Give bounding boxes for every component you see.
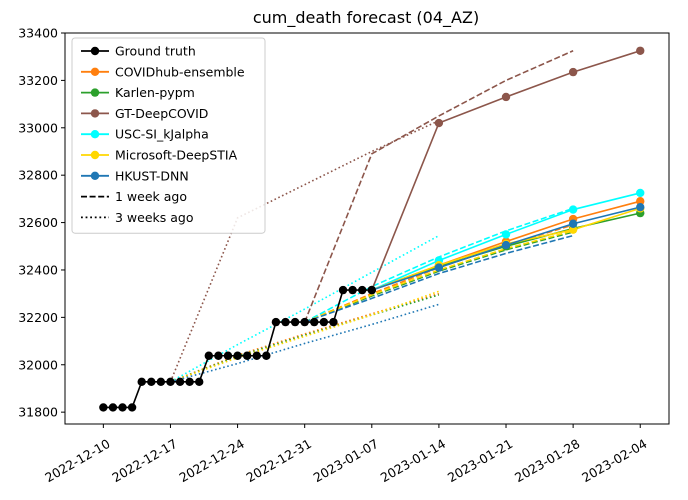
legend: Ground truth COVIDhub-ensemble Karlen-pypm… (71, 37, 266, 234)
plot-frame (64, 32, 670, 425)
legend-marker-hkust-dnn (90, 171, 100, 180)
x-tick-label: 2022-12-31 (244, 436, 314, 485)
y-axis: 31800 32000 32200 32400 32600 32800 33000 33200… (18, 26, 65, 420)
x-tick-label: 2023-01-07 (311, 436, 381, 485)
legend-label-1-week-ago: 1 week ago (115, 189, 187, 204)
ground-truth-point (262, 351, 271, 360)
ground-truth-point (329, 317, 338, 327)
legend-label-ground-truth: Ground truth (115, 44, 196, 59)
ground-truth-point (118, 403, 127, 412)
y-tick-label: 32800 (18, 168, 58, 183)
x-tick-label: 2022-12-17 (109, 436, 179, 485)
usc-si-kjalpha-point (636, 188, 645, 198)
ground-truth-point (137, 377, 146, 387)
y-tick-label: 32400 (18, 262, 58, 277)
ground-truth-point (166, 377, 175, 387)
x-tick-label: 2022-12-24 (176, 436, 246, 485)
legend-label-3-weeks-ago: 3 weeks ago (115, 210, 194, 225)
hkust-dnn-point (434, 263, 444, 272)
ground-truth-point (338, 285, 348, 295)
ground-truth-point (281, 317, 290, 327)
ground-truth-point (367, 285, 376, 295)
microsoft-deepstia-3-weeks-ago-line (170, 290, 440, 383)
x-tick-label: 2023-01-28 (512, 436, 582, 485)
legend-label-hkust-dnn: HKUST-DNN (115, 168, 189, 183)
legend-label-gt-deepcovid: GT-DeepCOVID (115, 106, 208, 121)
ground-truth-point (310, 317, 319, 327)
covidhub-ensemble-point (636, 197, 645, 206)
hkust-dnn-point (501, 240, 511, 250)
legend-label-karlen-pypm: Karlen-pypm (115, 85, 195, 100)
ground-truth-point (99, 403, 108, 412)
legend-label-microsoft-deepstia: Microsoft-DeepSTIA (115, 148, 238, 163)
ground-truth-point (185, 377, 194, 387)
ground-truth-point (195, 377, 204, 387)
y-tick-label: 32200 (18, 310, 58, 325)
ground-truth-point (290, 317, 300, 327)
ground-truth-point (223, 351, 233, 360)
ground-truth-point (252, 351, 261, 360)
ground-truth-point (147, 377, 156, 387)
y-tick-label: 33200 (18, 73, 58, 88)
legend-label-covidhub-ensemble: COVIDhub-ensemble (115, 64, 245, 79)
x-tick-label: 2023-02-04 (579, 436, 649, 485)
ground-truth-point (156, 377, 166, 387)
hkust-dnn-1-week-ago-line (304, 234, 574, 323)
legend-label-usc-si-kjalpha: USC-SI_kJalpha (115, 127, 209, 142)
ground-truth-point (319, 317, 329, 327)
hkust-dnn-3-weeks-ago-line (170, 303, 440, 383)
microsoft-deepstia-point (568, 225, 578, 234)
ground-truth-point (300, 317, 309, 327)
legend-marker-usc-si-kjalpha (90, 130, 100, 139)
gt-deepcovid-point (568, 67, 578, 77)
gt-deepcovid-1-week-ago-line (303, 50, 574, 323)
ground-truth-point (214, 351, 223, 360)
ground-truth-point (233, 351, 242, 360)
x-axis: 2022-12-102022-12-172022-12-242022-12-31… (42, 424, 650, 485)
karlen-pypm-3-weeks-ago-line (170, 294, 440, 383)
y-tick-label: 33000 (18, 120, 58, 135)
ground-truth-point (271, 317, 281, 327)
ground-truth-point (242, 351, 252, 360)
ground-truth-point (127, 403, 137, 412)
y-tick-label: 32000 (18, 357, 58, 372)
legend-box (71, 37, 266, 234)
x-tick-label: 2023-01-14 (378, 436, 448, 485)
gt-deepcovid-3-weeks-ago-line (169, 119, 440, 383)
ground-truth-point (348, 285, 357, 295)
legend-marker-covidhub-ensemble (90, 67, 100, 77)
x-tick-label: 2022-12-10 (42, 436, 112, 485)
y-tick-label: 32600 (18, 215, 58, 230)
microsoft-deepstia-1-week-ago-line (304, 230, 574, 323)
gt-deepcovid-point (501, 92, 511, 102)
ground-truth-point (204, 351, 214, 360)
hkust-dnn-point (568, 219, 578, 228)
gt-deepcovid-point (636, 46, 645, 55)
karlen-pypm-1-week-ago-line (304, 231, 574, 323)
gt-deepcovid-forecast-line (371, 50, 641, 291)
hkust-dnn-point (636, 202, 645, 212)
usc-si-kjalpha-point (501, 230, 511, 239)
legend-marker-microsoft-deepstia (90, 150, 100, 160)
x-tick-label: 2023-01-21 (445, 436, 515, 485)
y-tick-label: 33400 (18, 26, 58, 41)
usc-si-kjalpha-3-weeks-ago-line (170, 234, 440, 383)
usc-si-kjalpha-point (568, 205, 578, 214)
ground-truth-point (358, 285, 367, 295)
ground-truth-point (175, 377, 185, 387)
legend-marker-gt-deepcovid (90, 109, 100, 118)
legend-marker-ground-truth (90, 46, 100, 56)
chart-title: cum_death forecast (04_AZ) (253, 8, 479, 28)
plot-markers (99, 46, 645, 412)
ground-truth-point (108, 403, 118, 412)
gt-deepcovid-point (434, 118, 444, 128)
y-tick-label: 31800 (18, 405, 58, 420)
legend-marker-karlen-pypm (90, 88, 100, 97)
